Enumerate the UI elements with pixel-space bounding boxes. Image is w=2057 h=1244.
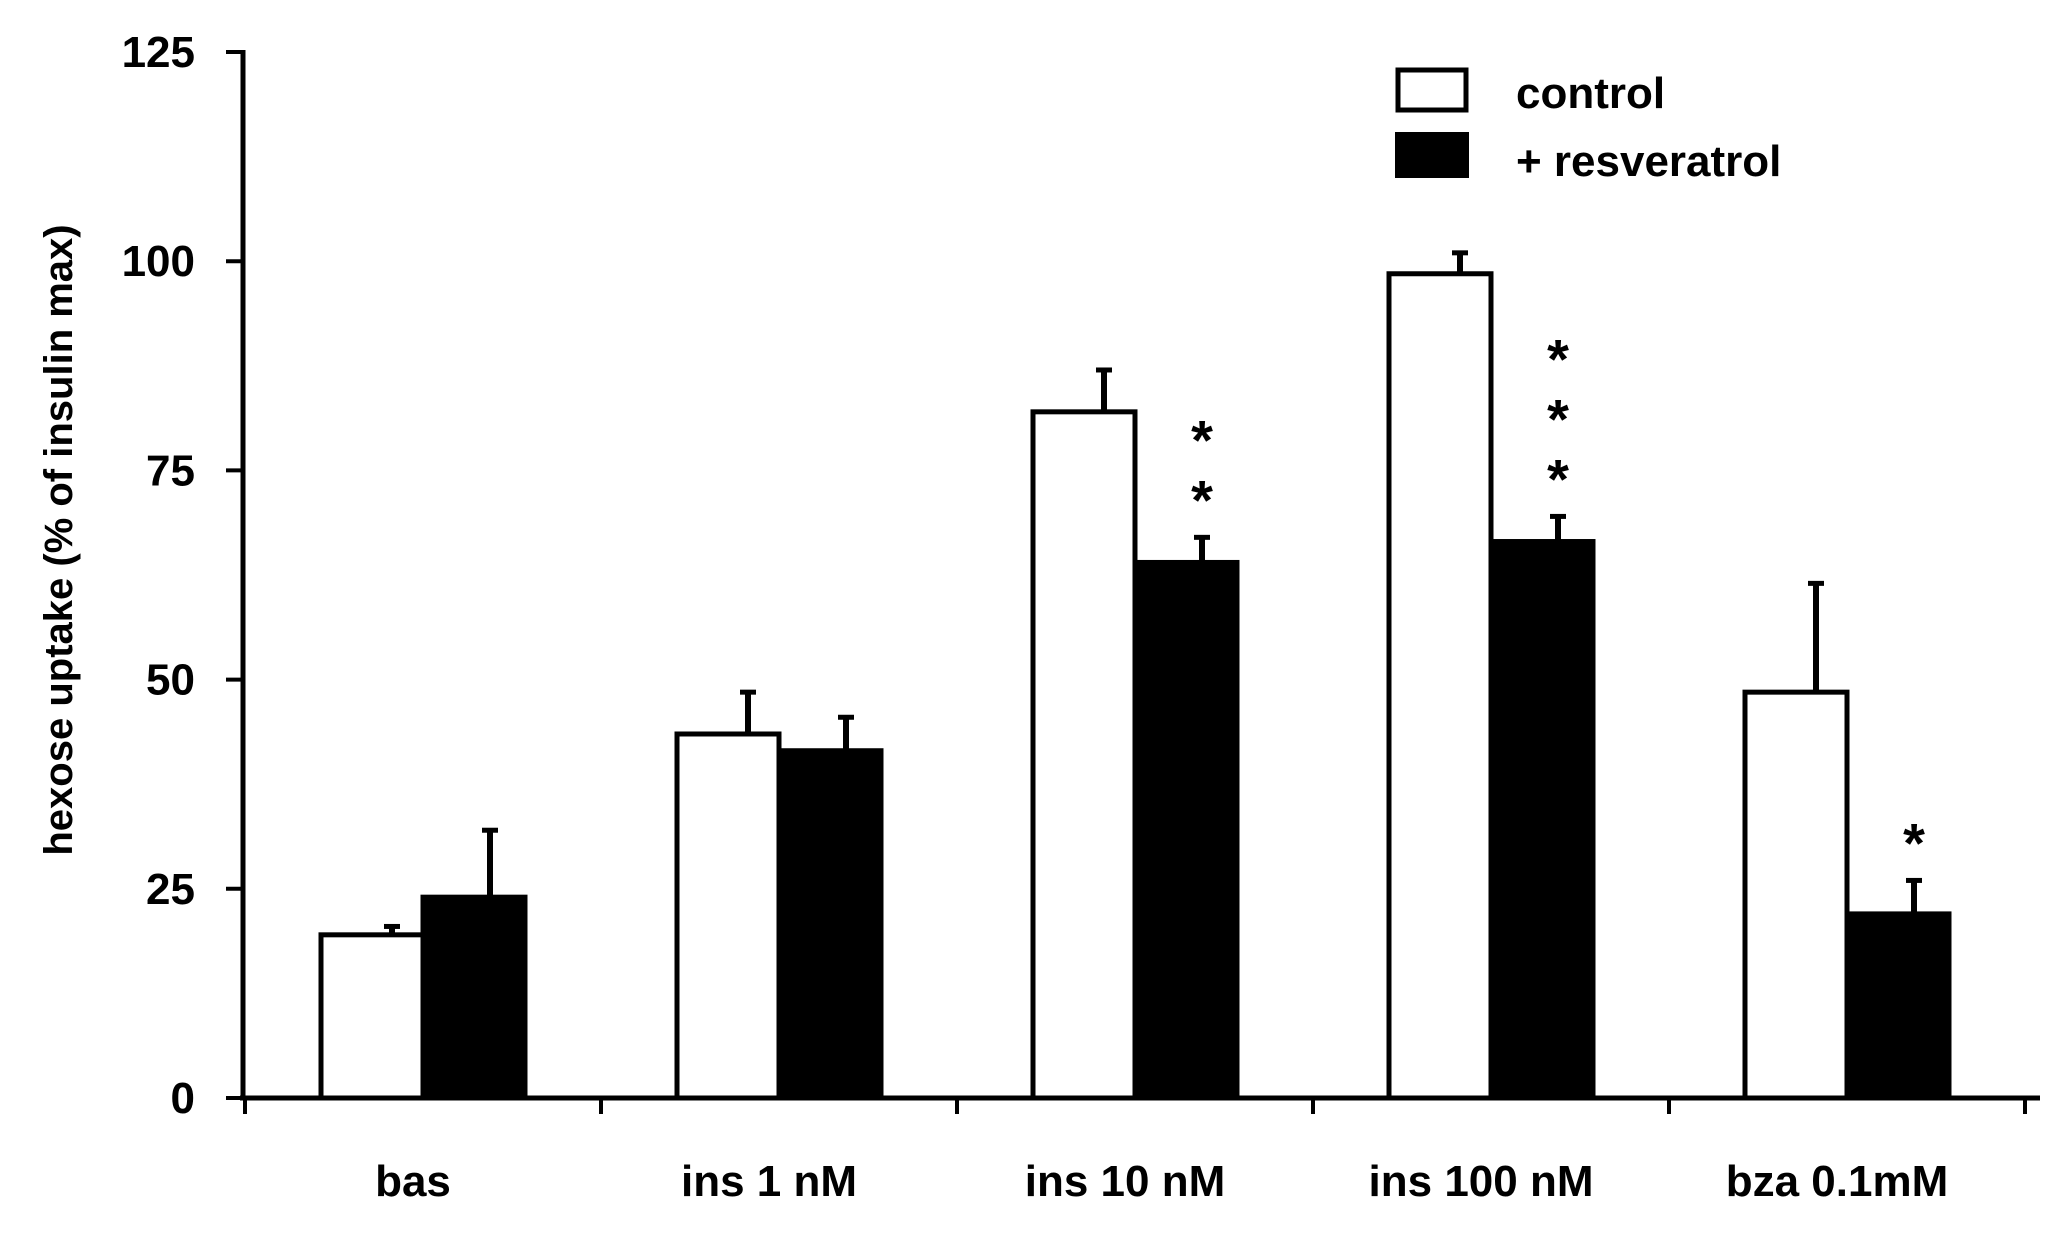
category-label: bza 0.1mM	[1726, 1157, 1949, 1206]
significance-star: *	[1547, 387, 1569, 450]
legend-swatch-resveratrol	[1395, 132, 1469, 178]
bar-resveratrol-4	[1844, 911, 1952, 1101]
y-tick-label: 75	[146, 446, 195, 495]
y-tick-label: 0	[171, 1074, 195, 1123]
x-ticks	[243, 1098, 2027, 1114]
bar-control-2	[1030, 409, 1138, 1101]
error-bars	[384, 250, 1922, 935]
category-labels: bas ins 1 nM ins 10 nM ins 100 nM bza 0.1mM	[375, 1157, 1948, 1206]
significance-star: *	[1547, 327, 1569, 390]
bar-resveratrol-0	[420, 894, 528, 1101]
significance-star: *	[1191, 468, 1213, 531]
bars	[318, 271, 1952, 1101]
bar-control-3	[1386, 271, 1494, 1101]
category-label: ins 1 nM	[681, 1157, 857, 1206]
legend: control + resveratrol	[1395, 67, 1781, 186]
y-tick-label: 25	[146, 865, 195, 914]
significance-markers: ******	[1191, 327, 1925, 874]
bar-resveratrol-3	[1488, 539, 1596, 1101]
bar-control-1	[674, 731, 782, 1101]
legend-label-resveratrol: + resveratrol	[1516, 137, 1781, 186]
bar-control-0	[318, 932, 426, 1101]
y-axis-title: hexose uptake (% of insulin max)	[37, 224, 81, 855]
category-label: bas	[375, 1157, 451, 1206]
legend-label-control: control	[1516, 69, 1665, 118]
y-tick-label: 50	[146, 656, 195, 705]
bar-resveratrol-1	[776, 748, 884, 1101]
legend-swatch-control	[1395, 67, 1469, 113]
significance-star: *	[1547, 447, 1569, 510]
bar-resveratrol-2	[1132, 559, 1240, 1101]
y-ticks: 0 25 50 75 100 125	[122, 28, 243, 1123]
category-label: ins 10 nM	[1025, 1157, 1226, 1206]
significance-star: *	[1191, 408, 1213, 471]
y-tick-label: 100	[122, 237, 195, 286]
bar-control-4	[1742, 689, 1850, 1101]
y-tick-label: 125	[122, 28, 195, 77]
category-label: ins 100 nM	[1369, 1157, 1594, 1206]
significance-star: *	[1903, 811, 1925, 874]
